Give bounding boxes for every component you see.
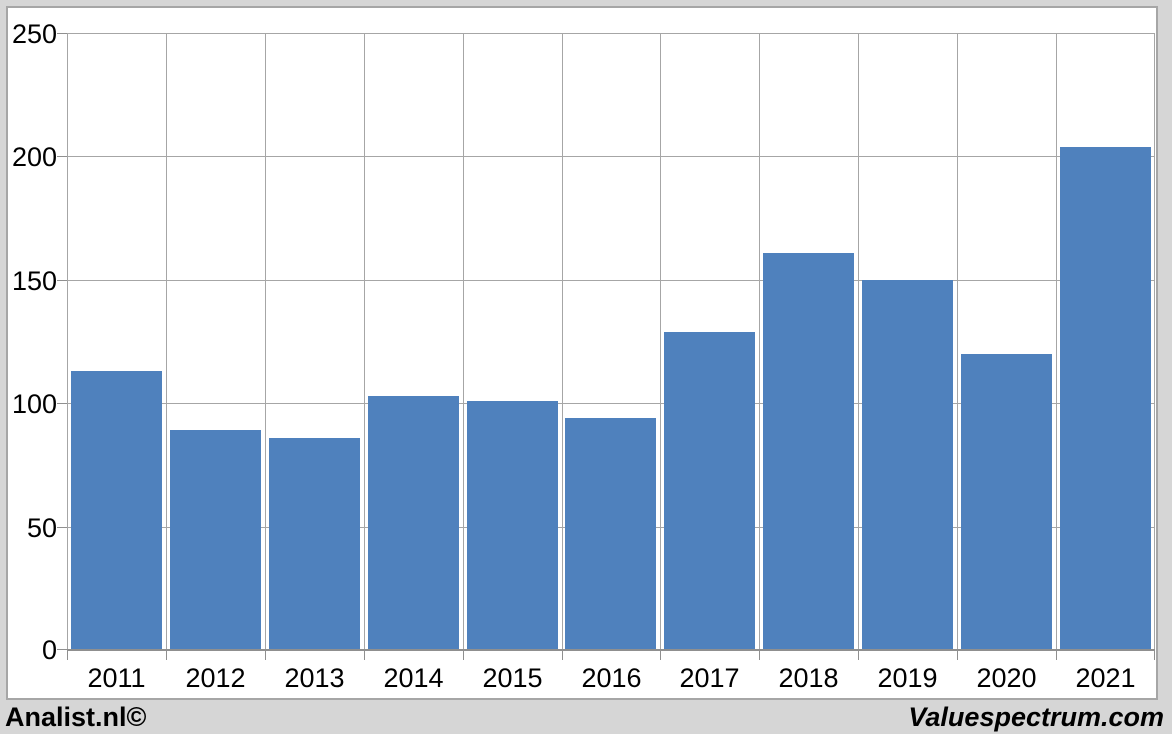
x-axis-tick-label: 2015 (482, 663, 543, 693)
source-credit-analist: Analist.nl© (5, 702, 147, 732)
x-axis-tick-label: 2014 (383, 663, 444, 693)
x-axis-tick-label: 2021 (1075, 663, 1136, 693)
horizontal-gridline (67, 280, 1155, 281)
vertical-gridline (957, 34, 958, 651)
x-axis-tick-label: 2017 (679, 663, 740, 693)
x-axis-tick (265, 651, 266, 660)
y-axis-tick (57, 280, 67, 281)
y-axis-tick-label: 50 (26, 513, 57, 543)
vertical-gridline (759, 34, 760, 651)
vertical-gridline (463, 34, 464, 651)
x-axis-tick (364, 651, 365, 660)
bar-2016 (565, 418, 656, 650)
x-axis-tick (463, 651, 464, 660)
x-axis-tick (67, 651, 68, 660)
footer-bar: Analist.nl© Valuespectrum.com (0, 701, 1172, 734)
x-axis-tick (1056, 651, 1057, 660)
x-axis-tick (858, 651, 859, 660)
bar-2014 (368, 396, 459, 650)
x-axis-line (67, 649, 1155, 651)
x-axis-tick-label: 2016 (581, 663, 642, 693)
y-axis-tick (57, 156, 67, 157)
y-axis-tick (57, 527, 67, 528)
vertical-gridline (660, 34, 661, 651)
x-axis-tick-label: 2011 (87, 663, 146, 693)
y-axis-tick (57, 649, 67, 650)
x-axis-tick (759, 651, 760, 660)
x-axis-tick (1154, 651, 1155, 660)
x-axis-tick-label: 2013 (284, 663, 345, 693)
x-axis-tick-label: 2019 (877, 663, 938, 693)
y-axis-tick (57, 33, 67, 34)
horizontal-gridline (67, 156, 1155, 157)
x-axis-tick-label: 2020 (976, 663, 1037, 693)
vertical-gridline (858, 34, 859, 651)
x-axis-tick (957, 651, 958, 660)
vertical-gridline (1154, 34, 1155, 651)
plot-panel: 0 50 100 150 200 250 2011 2012 2013 2014 2015 2016 2… (6, 6, 1158, 700)
y-axis-tick-label: 150 (11, 266, 57, 296)
bar-2018 (763, 253, 854, 650)
x-axis-tick-label: 2018 (778, 663, 839, 693)
vertical-gridline (265, 34, 266, 651)
x-axis-tick (166, 651, 167, 660)
x-axis-tick (660, 651, 661, 660)
vertical-gridline (364, 34, 365, 651)
horizontal-gridline (67, 403, 1155, 404)
vertical-gridline (166, 34, 167, 651)
bar-2015 (467, 401, 558, 650)
horizontal-gridline (67, 33, 1155, 34)
bar-2017 (664, 332, 755, 650)
x-axis-tick (562, 651, 563, 660)
y-axis-tick (57, 403, 67, 404)
vertical-gridline (562, 34, 563, 651)
bar-2020 (961, 354, 1052, 650)
y-axis-tick-label: 0 (41, 635, 57, 665)
plot-area: 0 50 100 150 200 250 2011 2012 2013 2014 2015 2016 2… (12, 19, 1155, 693)
x-axis-tick-label: 2012 (185, 663, 246, 693)
bar-2012 (170, 430, 261, 650)
vertical-gridline (1056, 34, 1057, 651)
bar-2021 (1060, 147, 1151, 650)
bar-2019 (862, 280, 953, 650)
y-axis-tick-label: 100 (11, 389, 57, 419)
source-credit-valuespectrum: Valuespectrum.com (908, 702, 1164, 732)
bar-2011 (71, 371, 162, 650)
y-axis-tick-label: 250 (11, 19, 57, 49)
bar-2013 (269, 438, 360, 650)
y-axis-tick-label: 200 (11, 142, 57, 172)
vertical-gridline (67, 34, 68, 651)
